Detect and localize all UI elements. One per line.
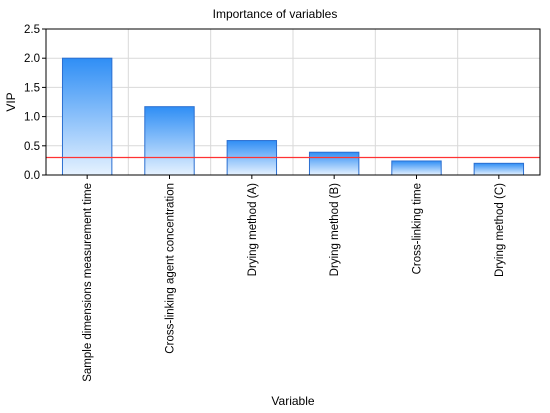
y-tick-label: 0.5 (24, 141, 40, 153)
y-tick-label: 0.0 (24, 170, 40, 182)
y-tick-label: 1.5 (24, 82, 40, 94)
x-axis-category-labels: Sample dimensions measurement time Cross-… (82, 175, 506, 382)
bar (61, 57, 113, 176)
y-tick-label: 2.0 (24, 53, 40, 65)
bar (144, 106, 195, 176)
bar (391, 160, 442, 176)
y-tick-label: 2.5 (24, 24, 40, 36)
x-tick-label: Drying method (C) (494, 183, 506, 277)
chart-title: Importance of variables (213, 7, 338, 21)
grid-lines (46, 29, 540, 175)
x-axis-label: Variable (271, 394, 314, 408)
y-axis-ticks: 0.0 0.5 1.0 1.5 2.0 2.5 (24, 24, 46, 182)
bar (473, 162, 525, 176)
bar (308, 151, 360, 176)
x-tick-label: Sample dimensions measurement time (82, 183, 94, 382)
y-tick-label: 1.0 (24, 112, 40, 124)
x-tick-label: Drying method (A) (247, 183, 259, 276)
x-tick-label: Cross-linking time (412, 183, 424, 274)
x-tick-label: Cross-linking agent concentration (165, 183, 177, 354)
x-tick-label: Drying method (B) (329, 183, 341, 276)
plot-frame (45, 28, 541, 176)
y-axis-label: VIP (4, 92, 18, 111)
